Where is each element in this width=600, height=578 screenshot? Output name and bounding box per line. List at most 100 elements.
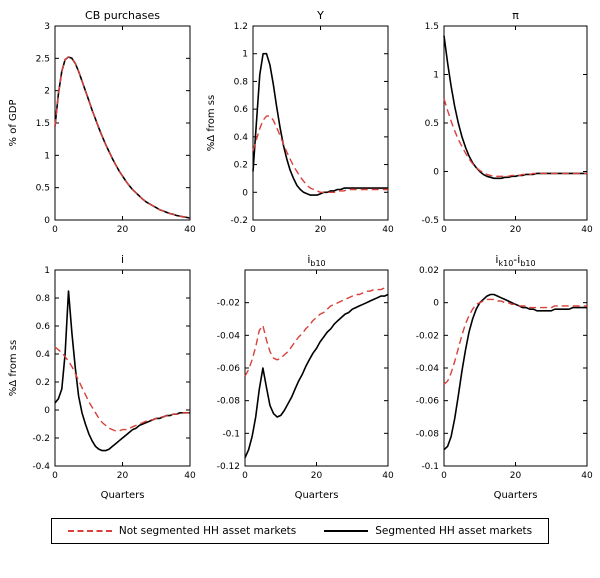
x-tick-label: 20 (116, 471, 128, 481)
subplot-bond-yield-ib10: 0 20 40 -0.12 -0.1 -0.08 -0.06 -0.04 -0.02 ib10 Qu… (203, 250, 397, 510)
y-tick-label: 0 (433, 299, 439, 309)
y-tick-label: 1.5 (424, 22, 438, 32)
y-tick-label: 0.02 (418, 266, 438, 276)
y-tick-label: 1.2 (234, 22, 248, 32)
y-tick-label: -0.1 (421, 462, 439, 472)
legend: Not segmented HH asset markets Segmented… (50, 518, 550, 544)
x-tick-label: 40 (382, 471, 394, 481)
series-line-dashed (252, 115, 388, 194)
y-tick-label: -0.06 (217, 364, 241, 374)
y-tick-label: -0.04 (415, 364, 439, 374)
x-tick-label: 40 (581, 471, 593, 481)
subplot-title: π (512, 9, 519, 22)
y-axis-label: %Δ from ss (8, 340, 19, 396)
dashed-line-icon (67, 530, 112, 532)
y-tick-label: 0.6 (234, 105, 249, 115)
y-tick-label: 1 (242, 50, 248, 60)
subplot-policy-rate-i: 0 20 40 -0.4 -0.2 0 0.2 0.4 0.6 0.8 1 i %Δ from ss Qu… (5, 250, 199, 510)
subplot-title: CB purchases (85, 9, 160, 22)
y-tick-label: 0.5 (35, 184, 49, 194)
y-tick-label: 1 (433, 71, 439, 81)
y-tick-label: -0.4 (32, 462, 50, 472)
series-line-dashed (244, 287, 388, 377)
subplot-canvas: 0 20 40-0.200.20.40.60.811.2Y%Δ from ss (206, 9, 394, 235)
series-line-dashed (54, 346, 190, 432)
series-line-dashed (53, 56, 190, 219)
axis-box (443, 269, 587, 467)
x-tick-label: 0 (441, 471, 447, 481)
subplot-canvas: 0 20 40-0.500.511.5π (421, 9, 593, 235)
legend-item-not-segmented: Not segmented HH asset markets (67, 525, 297, 537)
subplot-title: ik10-ib10 (495, 253, 535, 268)
subplot-canvas: 0 20 40 -0.1 -0.08 -0.06 -0.04 -0.02 0 0.02 ik10-i… (415, 253, 593, 501)
axis-box (54, 25, 190, 221)
series-line-solid (244, 293, 389, 459)
x-axis-label: Quarters (493, 490, 537, 501)
y-tick-label: -0.06 (415, 397, 439, 407)
y-tick-label: 2 (44, 87, 50, 97)
subplot-canvas: 0 20 40 0 0.5 1 1.5 2 2.5 3 CB purchases % of GDP (8, 9, 196, 235)
subplot-row-bottom: 0 20 40 -0.4 -0.2 0 0.2 0.4 0.6 0.8 1 i %Δ from ss Qu… (0, 250, 600, 510)
subplot-title: i (120, 253, 123, 266)
y-tick-label: -0.02 (415, 331, 438, 341)
y-tick-label: 0.5 (424, 119, 438, 129)
x-tick-label: 20 (311, 471, 323, 481)
x-axis-label: Quarters (295, 490, 339, 501)
subplot-canvas: 0 20 40 -0.4 -0.2 0 0.2 0.4 0.6 0.8 1 i %Δ from ss Qu… (8, 253, 196, 501)
x-axis-label: Quarters (100, 490, 144, 501)
legend-label-not-segmented: Not segmented HH asset markets (118, 525, 297, 537)
y-tick-label: 0.2 (234, 161, 248, 171)
legend-item-segmented: Segmented HH asset markets (324, 525, 532, 537)
y-axis-label: % of GDP (8, 100, 19, 147)
subplot-title: Y (316, 9, 324, 22)
x-tick-label: 40 (382, 225, 394, 235)
y-axis-label: %Δ from ss (206, 95, 217, 151)
y-tick-label: -0.2 (32, 434, 50, 444)
axis-box (443, 25, 587, 221)
y-tick-label: 1.5 (35, 119, 49, 129)
subplot-spread-ik10-ib10: 0 20 40 -0.1 -0.08 -0.06 -0.04 -0.02 0 0.02 ik10-i… (402, 250, 596, 510)
y-tick-label: 3 (44, 22, 50, 32)
x-tick-label: 0 (52, 225, 58, 235)
y-tick-label: -0.12 (217, 462, 240, 472)
subplot-title: ib10 (307, 253, 325, 268)
x-tick-label: 40 (184, 471, 196, 481)
subplot-cb-purchases: 0 20 40 0 0.5 1 1.5 2 2.5 3 CB purchases % of GDP (5, 6, 199, 250)
subplot-canvas: 0 20 40 -0.12 -0.1 -0.08 -0.06 -0.04 -0.02 ib10 Qu… (217, 253, 394, 501)
subplot-output-y: 0 20 40 -0.2 0 0.2 0.4 0.6 0.8 1 1.2 Y %Δ from ss (203, 6, 397, 250)
x-tick-label: 0 (242, 471, 248, 481)
y-tick-label: 0 (242, 188, 248, 198)
x-tick-label: 40 (184, 225, 196, 235)
axis-box (244, 269, 389, 467)
y-tick-label: -0.04 (217, 331, 241, 341)
series-line-solid (53, 290, 190, 452)
figure: 0 20 40 0 0.5 1 1.5 2 2.5 3 CB purchases % of GDP 0… (0, 6, 600, 544)
series-line-solid (53, 56, 190, 219)
series-line-solid (442, 293, 587, 451)
x-tick-label: 0 (441, 225, 447, 235)
series-line-dashed (443, 298, 587, 385)
series-line-solid (442, 35, 587, 180)
y-tick-label: 0.4 (35, 350, 50, 360)
x-tick-label: 0 (250, 225, 256, 235)
x-tick-label: 20 (509, 225, 521, 235)
solid-line-icon (324, 530, 369, 532)
y-tick-label: 1 (44, 266, 50, 276)
subplot-row-top: 0 20 40 0 0.5 1 1.5 2 2.5 3 CB purchases % of GDP 0… (0, 6, 600, 250)
subplot-inflation-pi: 0 20 40 -0.5 0 0.5 1 1.5 π (402, 6, 596, 250)
y-tick-label: -0.2 (230, 216, 248, 226)
y-tick-label: -0.08 (415, 429, 439, 439)
y-tick-label: 1 (44, 151, 50, 161)
y-tick-label: 0.8 (35, 294, 50, 304)
legend-label-segmented: Segmented HH asset markets (375, 525, 533, 537)
y-tick-label: 0.4 (234, 133, 249, 143)
y-tick-label: -0.1 (222, 429, 240, 439)
y-tick-label: -0.5 (421, 216, 439, 226)
y-tick-label: -0.08 (217, 397, 241, 407)
series-line-solid (252, 52, 388, 196)
y-tick-label: 2.5 (35, 54, 49, 64)
x-tick-label: 20 (315, 225, 327, 235)
y-tick-label: -0.02 (217, 299, 240, 309)
y-tick-label: 0 (433, 168, 439, 178)
x-tick-label: 0 (52, 471, 58, 481)
